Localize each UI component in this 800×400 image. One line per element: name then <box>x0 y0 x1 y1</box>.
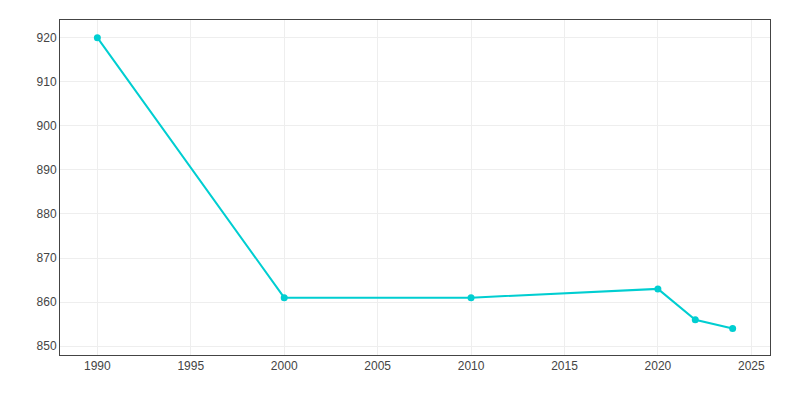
svg-text:890: 890 <box>37 163 57 177</box>
svg-text:1990: 1990 <box>84 359 111 373</box>
svg-text:2015: 2015 <box>551 359 578 373</box>
svg-text:910: 910 <box>37 75 57 89</box>
svg-text:2010: 2010 <box>458 359 485 373</box>
svg-text:1995: 1995 <box>177 359 204 373</box>
svg-text:2005: 2005 <box>364 359 391 373</box>
svg-text:900: 900 <box>37 119 57 133</box>
svg-text:920: 920 <box>37 31 57 45</box>
svg-text:850: 850 <box>37 339 57 353</box>
svg-text:860: 860 <box>37 295 57 309</box>
svg-text:2025: 2025 <box>738 359 765 373</box>
svg-text:2000: 2000 <box>271 359 298 373</box>
svg-text:2020: 2020 <box>645 359 672 373</box>
svg-text:880: 880 <box>37 207 57 221</box>
svg-text:870: 870 <box>37 251 57 265</box>
